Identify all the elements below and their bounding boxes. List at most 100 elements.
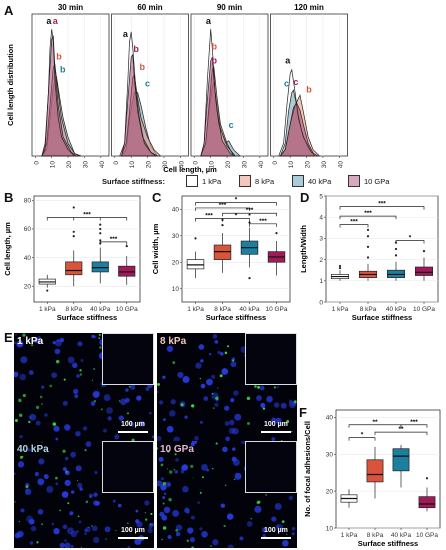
nucleus-spot <box>288 399 293 404</box>
legend-label-40kpa: 40 kPa <box>308 177 332 186</box>
nucleus-spot <box>106 407 113 414</box>
micrograph-inset <box>245 441 297 493</box>
nucleus-spot <box>182 485 189 493</box>
adhesion-spot <box>77 515 80 518</box>
y-tick-label: 40 <box>24 255 32 262</box>
adhesion-spot <box>63 378 66 381</box>
nucleus-spot <box>62 524 68 530</box>
x-axis-label: Cell length, µm <box>163 165 217 174</box>
y-tick-label: 1 <box>319 278 323 285</box>
nucleus-spot <box>103 428 107 433</box>
nucleus-spot <box>34 471 40 477</box>
nucleus-spot <box>17 461 25 468</box>
adhesion-spot <box>105 538 107 540</box>
bracket-line <box>195 202 277 206</box>
significance-letter: b <box>56 52 62 62</box>
nucleus-spot <box>112 499 116 503</box>
nucleus-spot <box>44 413 48 417</box>
nucleus-spot <box>40 385 45 389</box>
significance-stars: ** <box>398 426 404 433</box>
significance-stars: *** <box>410 419 418 426</box>
adhesion-spot <box>262 407 266 410</box>
nucleus-spot <box>173 436 181 441</box>
adhesion-spot <box>90 525 93 527</box>
nucleus-spot <box>159 400 164 405</box>
micrograph-8kpa: 8 kPa 100 µm <box>157 333 297 441</box>
panel-letter-e: E <box>4 330 13 345</box>
nucleus-spot <box>38 458 45 465</box>
nucleus-spot <box>70 451 77 458</box>
nucleus-spot <box>157 390 159 394</box>
legend-label-1kpa: 1 kPa <box>202 177 222 186</box>
scale-bar <box>261 537 291 539</box>
box-40-kpa <box>392 445 410 488</box>
adhesion-spot <box>36 541 39 544</box>
adhesion-spot <box>14 501 16 503</box>
adhesion-spot <box>76 479 78 481</box>
outlier-point <box>338 266 342 270</box>
nucleus-spot <box>82 426 88 431</box>
nucleus-spot <box>198 344 205 350</box>
nucleus-spot <box>203 396 209 401</box>
outlier-point <box>366 235 370 238</box>
nucleus-spot <box>201 464 208 471</box>
x-tick-label: 40 kPa <box>386 306 407 313</box>
density-10-gpa <box>41 35 77 157</box>
nucleus-spot <box>184 415 188 419</box>
outlier-point <box>99 223 102 226</box>
adhesion-spot <box>31 344 33 347</box>
nucleus-spot <box>158 456 164 462</box>
nucleus-spot <box>27 448 31 452</box>
significance-stars: *** <box>83 211 91 218</box>
panel-letter-f: F <box>299 405 307 420</box>
nucleus-spot <box>189 537 196 543</box>
nucleus-spot <box>64 470 70 476</box>
scale-bar-label: 100 µm <box>121 421 145 428</box>
nucleus-spot <box>172 509 180 517</box>
outlier-point <box>46 289 49 292</box>
micrograph-inset <box>102 333 154 385</box>
nucleus-spot <box>30 525 37 532</box>
nucleus-spot <box>25 489 29 492</box>
adhesion-spot <box>55 359 60 364</box>
nucleus-spot <box>187 527 194 534</box>
significance-stars: *** <box>364 210 372 217</box>
x-tick-label: 1 kPa <box>332 306 349 313</box>
adhesion-spot <box>285 533 288 536</box>
nucleus-spot <box>34 338 40 344</box>
nucleus-spot <box>20 356 28 364</box>
nucleus-spot <box>55 482 58 485</box>
significance-letter: b <box>306 85 312 95</box>
nucleus-spot <box>174 470 179 474</box>
box-40-kpa <box>240 213 259 280</box>
box-10-gpa <box>267 232 286 276</box>
x-tick-label: 1 kPa <box>341 532 358 539</box>
adhesion-spot <box>168 470 173 474</box>
nucleus-spot <box>129 384 136 390</box>
outlier-point <box>248 221 251 224</box>
density-1-kpa <box>278 68 319 157</box>
nucleus-spot <box>37 508 44 515</box>
legend-key-40kpa <box>292 175 304 187</box>
adhesion-spot <box>149 523 152 525</box>
nucleus-spot <box>19 434 23 439</box>
adhesion-spot <box>93 399 97 403</box>
adhesion-spot <box>211 392 214 395</box>
micrograph-label: 10 GPa <box>160 444 194 455</box>
nucleus-spot <box>72 362 78 369</box>
box-body <box>392 448 410 472</box>
x-tick-label: 0 <box>272 161 279 165</box>
micrograph-40kpa: 40 kPa 100 µm <box>14 441 154 548</box>
y-tick-label: 20 <box>326 488 334 495</box>
y-axis-label: Cell width, µm <box>151 223 160 274</box>
nucleus-spot <box>46 485 54 493</box>
adhesion-spot <box>55 476 58 480</box>
nucleus-spot <box>233 390 239 396</box>
outlier-point <box>422 250 426 253</box>
bracket-line <box>222 212 277 217</box>
nucleus-spot <box>64 456 69 461</box>
nucleus-spot <box>234 472 242 480</box>
y-tick-label: 4 <box>319 215 323 222</box>
nucleus-spot <box>194 435 199 441</box>
